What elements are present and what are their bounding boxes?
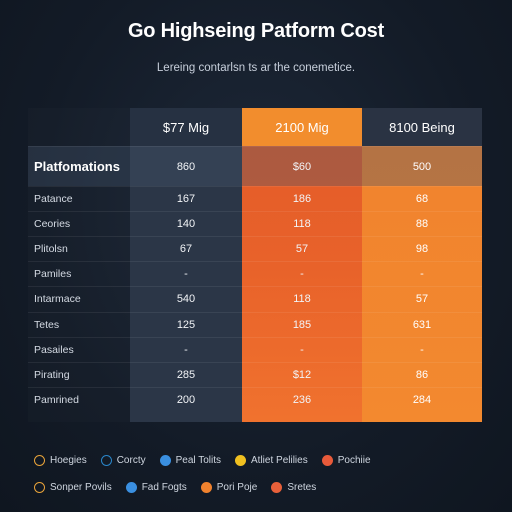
cell-value: 118 <box>293 293 311 306</box>
table-row: Intarmace 540 118 57 <box>28 286 482 311</box>
dot-marker-icon <box>200 481 212 493</box>
cell-value: 540 <box>176 293 196 306</box>
legend-item: Corcty <box>100 454 146 466</box>
table-row: Tetes 125 185 631 <box>28 311 482 337</box>
legend-item: Pochiie <box>321 454 371 466</box>
cell-value: 67 <box>179 243 193 256</box>
column-header-2: 2100 Mig <box>242 108 362 146</box>
table-row: Ceories 140 118 88 <box>28 211 482 236</box>
legend-row-2: Sonper Povils Fad Fogts Pori Poje Sretes <box>34 479 494 495</box>
dot-marker-icon <box>159 454 171 466</box>
ring-marker-icon <box>34 454 45 466</box>
dot-marker-icon <box>321 454 333 466</box>
legend-label: Sonper Povils <box>50 481 112 493</box>
legend-label: Fad Fogts <box>141 481 187 493</box>
legend-item: Atliet Pelilies <box>235 454 308 466</box>
legend-label: Pochiie <box>337 454 371 466</box>
cell-value: 285 <box>176 368 196 381</box>
row-label: Patance <box>34 193 73 206</box>
cell-value: 167 <box>176 193 196 206</box>
row-label: Intarmace <box>34 293 81 306</box>
column-2-bg <box>242 108 362 422</box>
page-title: Go Highseing Patform Cost <box>127 20 385 42</box>
cell-value: 860 <box>176 160 196 173</box>
dot-marker-icon <box>271 481 283 493</box>
ring-marker-icon <box>34 481 45 493</box>
cell-value: 200 <box>176 393 196 406</box>
cell-value: 500 <box>412 160 432 173</box>
table-row: Plitolsn 67 57 98 <box>28 236 482 261</box>
cell-value: 88 <box>415 218 429 231</box>
cell-value: $60 <box>292 160 312 173</box>
table-row: Pasailes - - - <box>28 336 482 362</box>
legend-label: Pori Poje <box>216 481 258 493</box>
row-label: Pirating <box>34 368 70 381</box>
cell-value: - <box>420 343 424 356</box>
cell-value: $12 <box>292 368 312 381</box>
cell-value: 57 <box>295 243 309 256</box>
row-label: Plitolsn <box>34 243 68 256</box>
table-row: Pirating 285 $12 86 <box>28 361 482 387</box>
cell-value: 98 <box>415 243 429 256</box>
cell-value: - <box>184 268 188 281</box>
legend-label: Atliet Pelilies <box>251 454 308 466</box>
legend-item: Fad Fogts <box>125 481 187 493</box>
row-label: Tetes <box>34 318 60 331</box>
table-row: Patance 167 186 68 <box>28 186 482 211</box>
legend-label: Hoegies <box>50 454 87 466</box>
dot-marker-icon <box>235 454 247 466</box>
legend-item: Hoegies <box>34 454 87 466</box>
cell-value: - <box>420 268 424 281</box>
row-label: Pasailes <box>34 343 74 356</box>
cell-value: - <box>300 343 304 356</box>
legend-item: Sonper Povils <box>34 481 112 493</box>
cell-value: 57 <box>415 293 429 306</box>
cell-value: 140 <box>176 218 196 231</box>
column-1-bg <box>130 108 242 422</box>
table-row: Platfomations 860 $60 500 <box>28 146 482 186</box>
cell-value: 86 <box>415 368 429 381</box>
legend-label: Sretes <box>287 481 317 493</box>
cell-value: 125 <box>176 318 196 331</box>
legend-label: Corcty <box>116 454 146 466</box>
row-label: Pamrined <box>34 393 79 406</box>
cell-value: 118 <box>293 218 311 231</box>
column-3-bg <box>362 108 482 422</box>
cell-value: 186 <box>292 193 312 206</box>
table-row: Pamiles - - - <box>28 261 482 286</box>
cell-value: 68 <box>415 193 429 206</box>
legend-item: Sretes <box>271 481 317 493</box>
column-header-1: $77 Mig <box>130 108 242 146</box>
dot-marker-icon <box>125 481 137 493</box>
cell-value: 284 <box>412 393 432 406</box>
legend-item: Pori Poje <box>200 481 258 493</box>
row-label: Ceories <box>34 218 71 231</box>
table-row: Pamrined 200 236 284 <box>28 386 482 412</box>
row-label: Platfomations <box>34 159 120 174</box>
legend-label: Peal Tolits <box>175 454 222 466</box>
legend-row-1: Hoegies Corcty Peal Tolits Atliet Pelilies P… <box>34 452 494 468</box>
cost-comparison-table: $77 Mig 2100 Mig 8100 Being Platfomation… <box>28 108 482 422</box>
legend-item: Peal Tolits <box>159 454 222 466</box>
cell-value: - <box>184 343 188 356</box>
row-label: Pamiles <box>34 268 72 281</box>
cell-value: - <box>300 268 304 281</box>
column-header-3: 8100 Being <box>362 108 482 146</box>
page-subtitle: Lereing contarlsn ts ar the conemetice. <box>156 62 356 74</box>
cell-value: 185 <box>292 318 312 331</box>
cell-value: 631 <box>412 318 432 331</box>
cell-value: 236 <box>292 393 312 406</box>
ring-marker-icon <box>100 454 112 466</box>
